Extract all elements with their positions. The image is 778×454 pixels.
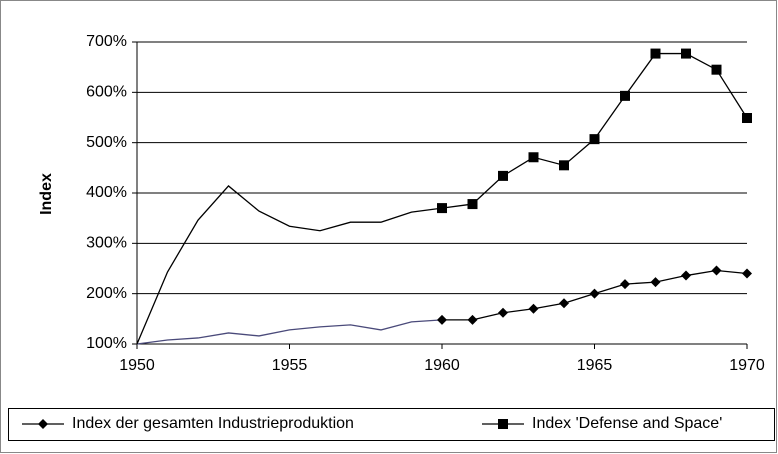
marker [742,268,752,279]
y-tick-label: 700% [86,33,127,50]
marker [711,265,722,276]
marker [467,314,478,325]
marker [589,134,600,145]
marker [681,270,691,281]
marker [681,48,691,59]
marker [437,203,447,214]
legend-box [8,408,775,441]
marker [620,279,630,290]
x-tick-label: 1970 [729,357,765,374]
legend-marker [38,419,48,429]
y-tick-label: 400% [86,184,127,201]
marker [620,90,630,101]
x-tick-label: 1950 [119,357,155,374]
marker [528,303,539,314]
marker [650,277,661,288]
marker [559,298,569,309]
y-tick-label: 500% [86,134,127,151]
marker [559,160,569,171]
series-line-early [136,185,443,345]
series-line-early [136,319,443,345]
legend-marker [498,419,508,429]
marker [711,64,722,75]
y-tick-label: 200% [86,285,127,302]
marker [498,170,508,181]
y-tick-label: 600% [86,84,127,101]
legend-label: Index 'Defense and Space' [532,415,722,432]
marker [437,314,447,325]
marker [589,288,600,299]
marker [467,199,478,210]
y-tick-label: 300% [86,235,127,252]
x-tick-label: 1955 [272,357,308,374]
y-tick-label: 100% [86,335,127,352]
x-tick-label: 1965 [577,357,613,374]
x-tick-label: 1960 [424,357,460,374]
marker [498,307,508,318]
marker [742,113,752,124]
marker [650,48,661,59]
legend-label: Index der gesamten Industrieproduktion [72,415,354,432]
marker [528,152,539,163]
y-axis-label: Index [38,173,55,215]
